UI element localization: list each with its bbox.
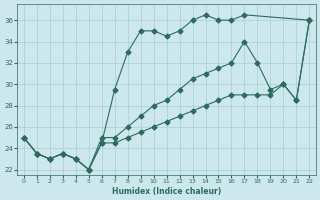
X-axis label: Humidex (Indice chaleur): Humidex (Indice chaleur) bbox=[112, 187, 221, 196]
